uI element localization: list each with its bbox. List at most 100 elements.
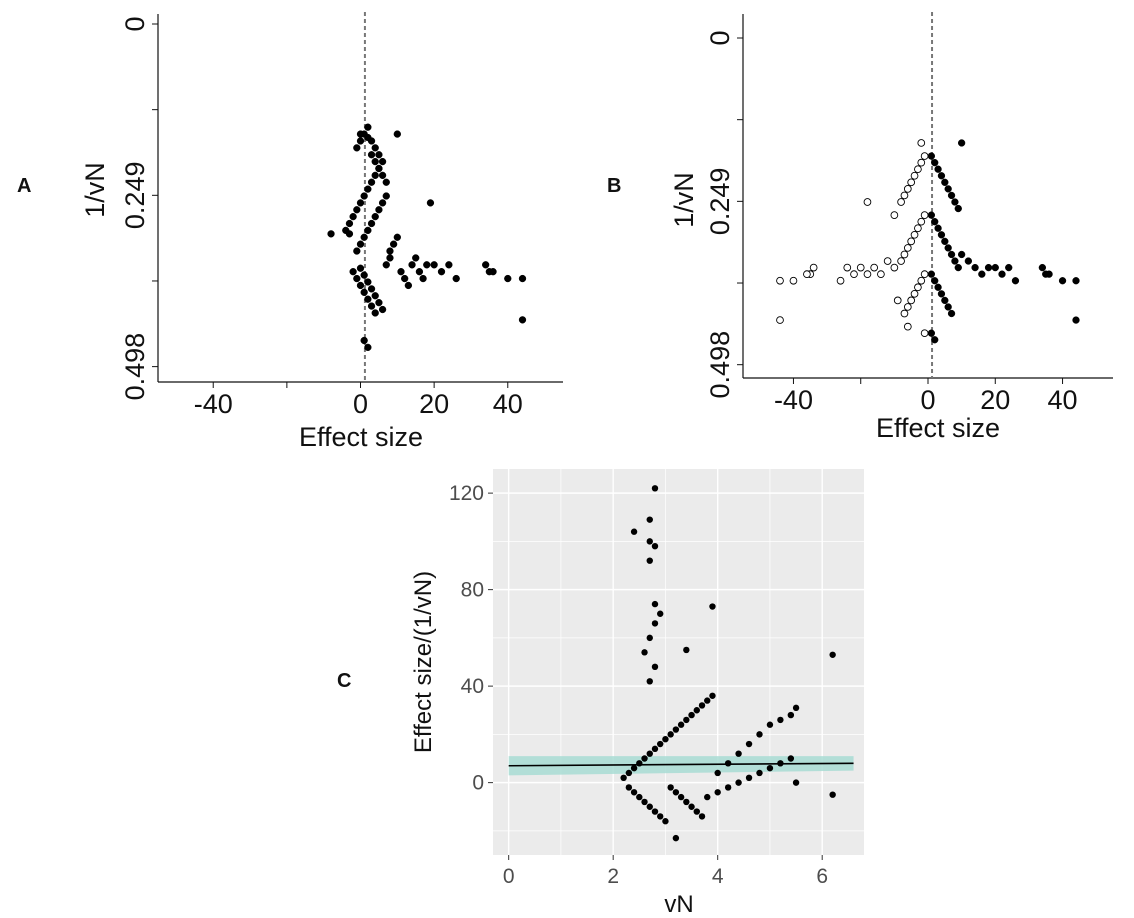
chart-c-point [709,603,716,610]
chart-a-point [482,261,490,269]
chart-c-point [672,834,680,842]
chart-c-y-tick-label: 40 [461,675,484,698]
chart-a-point [364,226,372,235]
chart-c-point [630,789,638,796]
chart-b-point [890,263,899,272]
chart-b-point [900,191,909,200]
chart-c-y-tick-label: 120 [449,482,484,505]
chart-c-point [646,538,653,545]
chart-a-point [393,233,401,241]
chart-a-point [378,305,387,314]
chart-a-x-tick-label: 40 [493,389,523,419]
panel-label-b: B [607,175,621,197]
chart-a-x-tick-label: -40 [194,389,233,419]
chart-b-point [877,270,885,279]
chart-c-point [625,784,633,791]
chart-b-point [931,218,939,226]
chart-b-point [941,296,949,305]
chart-c-point [735,750,742,757]
chart-b-point [914,283,922,292]
chart-b-point [1045,270,1053,278]
chart-b-point [903,322,912,331]
chart-c-x-tick-label: 6 [816,865,828,888]
chart-b-point [776,316,784,324]
chart-b-point [964,257,973,265]
chart-c-point [625,769,633,777]
chart-b-point [883,257,892,265]
chart-c-point [766,721,774,728]
chart-b-point [897,198,905,206]
chart-b-point [910,289,919,298]
chart-b-x-tick-label: 40 [1048,385,1078,415]
chart-c-point [677,721,685,728]
chart-b-point [998,270,1006,278]
chart-b-x-axis-title: Effect size [876,413,1000,443]
chart-c-x-tick-label: 2 [607,865,619,888]
chart-a-point [356,240,365,248]
chart-b-point [917,158,926,167]
chart-a-x-axis-title: Effect size [299,422,423,452]
chart-a-point [364,185,372,193]
chart-b-point [1072,316,1080,324]
chart-a-point [518,274,527,283]
chart-c-point [777,716,784,724]
chart-b-point [917,276,926,285]
chart-b-point [900,250,909,259]
chart-a-point [360,288,368,296]
chart-b-point [1058,277,1067,285]
chart-a-point [364,295,372,303]
chart-panel-b: -40 0 20 40 0 0.249 0.498 [705,12,1113,415]
chart-a-point [375,164,383,173]
chart-b-point [927,211,936,219]
chart-c-point [787,755,795,762]
chart-b-point [920,152,929,160]
chart-b-point [910,171,919,180]
chart-c-point [651,543,659,550]
chart-a-point [489,268,497,276]
chart-b-point [776,276,784,285]
chart-a-point [386,254,394,262]
chart-c-point [724,784,732,791]
chart-b-point [903,244,912,252]
chart-a-point [445,261,453,269]
chart-a-y-tick-label: 0.249 [120,162,150,230]
chart-a-point [371,212,379,221]
chart-b-point [920,211,929,219]
chart-b-point [978,270,986,278]
chart-a-point [356,137,365,145]
chart-c-point [651,745,659,753]
chart-a-x-tick-label: 0 [353,389,368,419]
chart-b-y-tick-label: 0 [705,30,735,45]
chart-b-point [984,263,993,272]
chart-b-point [907,237,916,246]
chart-b-point [914,224,922,233]
chart-b-point [944,244,952,252]
chart-b-point [897,257,905,265]
chart-a-point [397,268,405,276]
chart-b-point [907,178,916,187]
chart-c-point [641,798,648,806]
chart-c-point [641,649,648,656]
chart-a-point [371,292,379,300]
chart-b-point [850,270,858,279]
chart-b-point [927,152,936,160]
chart-b-point [863,198,872,206]
chart-a-point [342,226,350,235]
chart-b-point [863,270,872,279]
chart-b-point [893,296,902,305]
chart-a-point [360,192,368,200]
chart-c-point [662,736,669,743]
chart-b-point [957,250,966,259]
chart-c-point [709,692,716,699]
chart-a-point [367,178,376,186]
chart-c-point [698,813,706,820]
chart-a-point [371,157,379,166]
chart-b-y-axis-title: 1/vN [669,172,699,228]
chart-b-y-tick-label: 0.249 [705,168,735,236]
panel-label-c: C [337,670,351,692]
chart-c-point [698,702,706,709]
chart-b-point [947,250,956,259]
chart-b-point [870,263,879,272]
chart-c-point [657,740,664,748]
chart-b-point [920,329,929,338]
